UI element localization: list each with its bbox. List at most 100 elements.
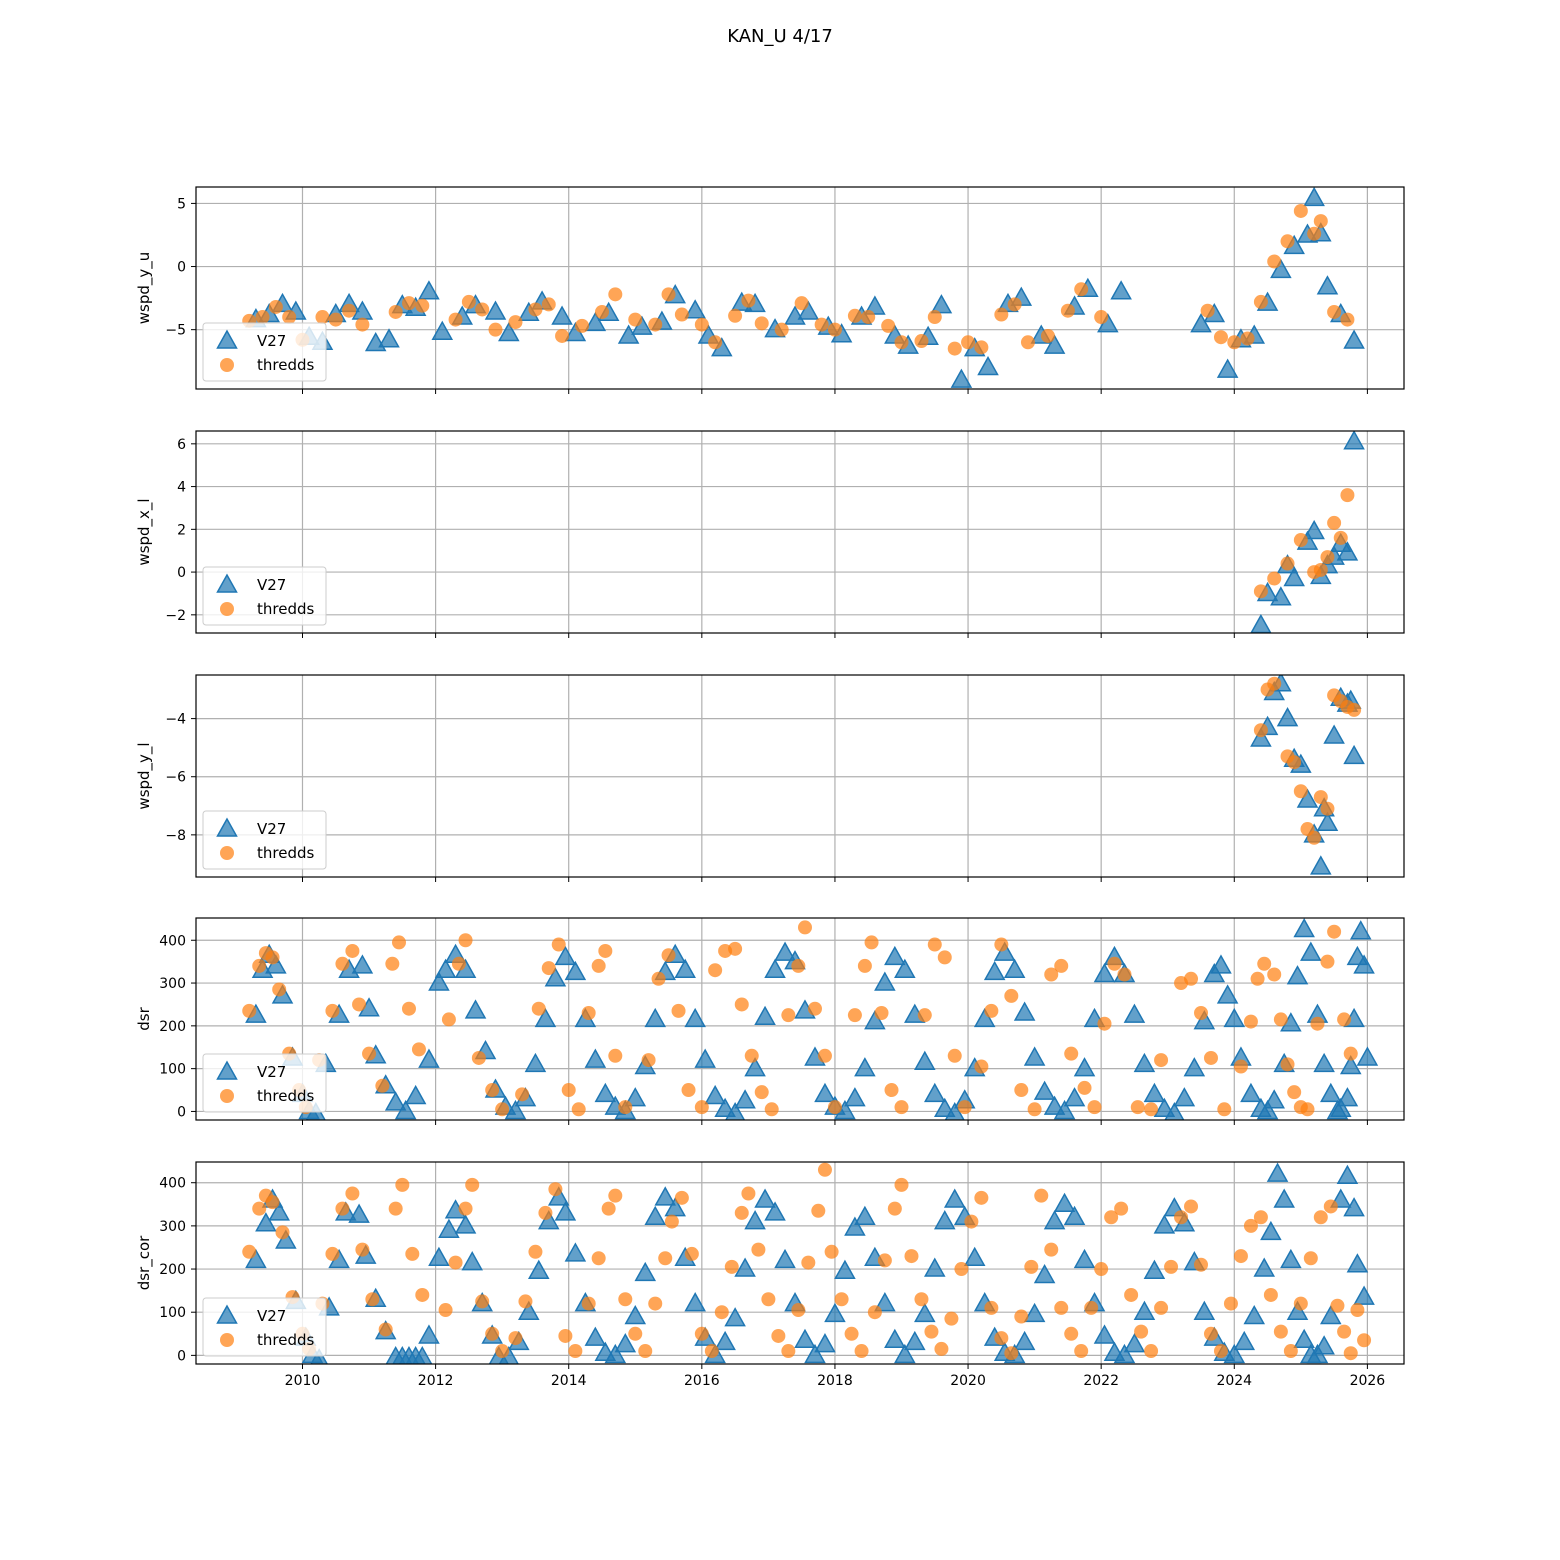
- thredds-point: [1343, 1046, 1358, 1061]
- v27-point: [1293, 918, 1315, 938]
- v27-point: [884, 1328, 906, 1349]
- thredds-point: [1267, 676, 1282, 691]
- thredds-point: [771, 1328, 786, 1343]
- legend-thredds-label: thredds: [257, 1331, 314, 1349]
- thredds-point: [362, 1046, 377, 1061]
- legend-thredds-label: thredds: [257, 356, 314, 374]
- y-tick-label: 200: [159, 1019, 186, 1035]
- axes-frame: [195, 917, 1405, 1121]
- v27-point: [384, 1091, 407, 1111]
- thredds-point: [355, 317, 370, 332]
- thredds-point: [1327, 924, 1342, 939]
- v27-point: [1253, 1257, 1276, 1277]
- v27-point: [1313, 1052, 1335, 1073]
- thredds-point: [1014, 1309, 1029, 1324]
- v27-point: [1316, 275, 1339, 295]
- thredds-point: [1164, 1259, 1179, 1274]
- thredds-point: [664, 1214, 679, 1229]
- x-tick-label: 2018: [817, 1373, 853, 1389]
- thredds-point: [1027, 1102, 1042, 1117]
- legend-thredds-label: thredds: [257, 600, 314, 618]
- thredds-point: [1267, 254, 1282, 269]
- thredds-point: [475, 302, 490, 317]
- thredds-point: [1307, 830, 1322, 845]
- thredds-point: [994, 1331, 1009, 1346]
- thredds-point: [877, 1253, 892, 1268]
- thredds-point: [847, 1008, 862, 1023]
- thredds-point: [1213, 330, 1228, 345]
- v27-point: [351, 954, 374, 974]
- v27-point: [1250, 613, 1272, 633]
- legend: V27 thredds: [202, 1053, 327, 1113]
- thredds-point: [1107, 956, 1122, 971]
- thredds-point: [1034, 1188, 1049, 1203]
- thredds-point: [884, 1083, 899, 1098]
- v27-point: [844, 1087, 866, 1107]
- v27-point: [1033, 1080, 1056, 1100]
- v27-point: [923, 1082, 946, 1103]
- thredds-point: [325, 1003, 340, 1018]
- thredds-point: [708, 335, 723, 350]
- legend: V27 thredds: [202, 810, 327, 870]
- thredds-point: [458, 1201, 473, 1216]
- legend-thredds-marker: [220, 358, 234, 372]
- panel-dsr: 0 100 200 300 400 dsr V27 thredds: [135, 917, 1405, 1125]
- thredds-point: [864, 935, 879, 950]
- v27-point: [1223, 1007, 1246, 1028]
- x-tick-label: 2014: [551, 1373, 587, 1389]
- v27-point: [1233, 1330, 1256, 1351]
- thredds-point: [1044, 967, 1059, 982]
- thredds-point: [1320, 550, 1335, 565]
- thredds-point: [1347, 702, 1362, 717]
- thredds-point: [781, 1008, 796, 1023]
- thredds-point: [388, 304, 403, 319]
- legend-v27-marker: [216, 573, 238, 593]
- thredds-point: [495, 1102, 510, 1117]
- thredds-point: [854, 1344, 869, 1359]
- thredds-point: [648, 317, 663, 332]
- x-tick-label: 2010: [285, 1373, 321, 1389]
- v27-point: [894, 1343, 916, 1364]
- thredds-point: [774, 322, 789, 337]
- thredds-point: [1340, 488, 1355, 503]
- v27-point: [404, 1084, 427, 1105]
- v27-point: [1356, 1046, 1379, 1066]
- thredds-point: [1200, 303, 1215, 318]
- legend-thredds-label: thredds: [257, 1087, 314, 1105]
- v27-point: [874, 1292, 896, 1312]
- thredds-point: [411, 1042, 426, 1057]
- v27-point: [1133, 1300, 1156, 1320]
- v27-point: [1193, 1010, 1216, 1030]
- thredds-point: [608, 1188, 623, 1203]
- legend-v27-label: V27: [257, 1063, 286, 1081]
- thredds-point: [441, 1012, 456, 1027]
- v27-point: [484, 300, 507, 320]
- v27-point: [1240, 1082, 1262, 1103]
- thredds-point: [1343, 1346, 1358, 1361]
- v27-point: [1073, 1057, 1096, 1077]
- thredds-point: [1117, 967, 1132, 982]
- legend-v27-marker: [216, 1060, 238, 1080]
- thredds-point: [1094, 1262, 1109, 1277]
- v27-point: [774, 1248, 796, 1269]
- thredds-point: [558, 1328, 573, 1343]
- y-tick-label: −2: [165, 608, 186, 624]
- thredds-point: [438, 1303, 453, 1318]
- thredds-point: [275, 1225, 290, 1240]
- v27-point: [544, 967, 567, 987]
- thredds-point: [1293, 1296, 1308, 1311]
- thredds-point: [391, 935, 406, 950]
- v27-point: [834, 1259, 856, 1279]
- thredds-point: [352, 997, 367, 1012]
- v27-point: [1276, 707, 1299, 727]
- axes-frame: [195, 1161, 1405, 1365]
- x-tick-label: 2022: [1083, 1373, 1119, 1389]
- thredds-point: [568, 1344, 583, 1359]
- thredds-point: [957, 1100, 972, 1115]
- v27-point: [1336, 1087, 1359, 1107]
- v27-point: [534, 1007, 557, 1028]
- thredds-point: [1307, 226, 1322, 241]
- thredds-point: [618, 1100, 633, 1115]
- thredds-point: [265, 1195, 280, 1210]
- y-tick-label: 300: [159, 976, 186, 992]
